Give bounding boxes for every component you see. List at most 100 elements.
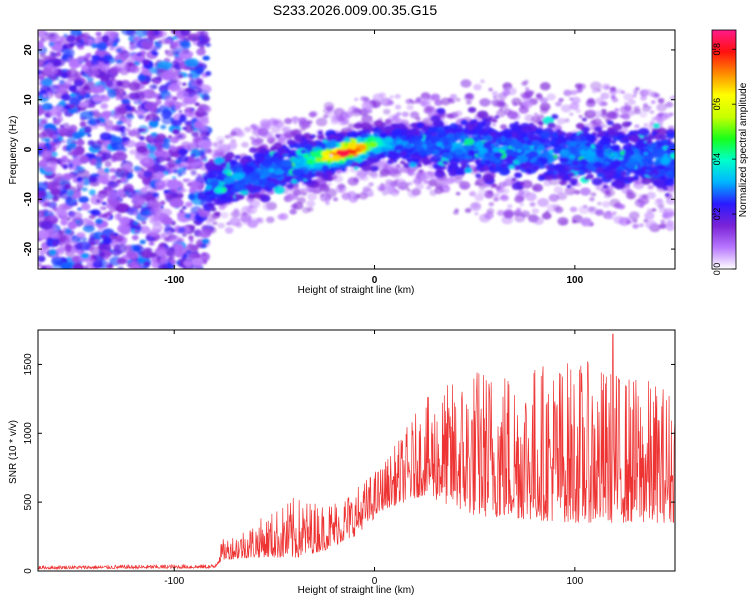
- spectrogram-cell: [140, 250, 153, 259]
- spectrogram-cell: [72, 237, 78, 242]
- spectrogram-cell: [537, 197, 549, 207]
- spectrogram-cell: [103, 54, 113, 61]
- spectrogram-cell: [399, 160, 406, 165]
- spectrogram-cell: [196, 107, 205, 114]
- spectrogram-cell: [146, 112, 159, 122]
- spectrogram-cell: [363, 137, 369, 141]
- spectrogram-cell: [174, 105, 181, 110]
- spectrogram-cell: [131, 127, 140, 134]
- spectrogram-cell: [656, 103, 668, 112]
- spectrogram-cell: [555, 101, 562, 107]
- spectrogram-cell: [154, 41, 159, 45]
- spectrogram-cell: [154, 142, 161, 148]
- spectrogram-cell: [469, 202, 482, 211]
- spectrogram-cell: [169, 170, 174, 174]
- spectrogram-cell: [193, 121, 203, 129]
- spectrogram-cell: [72, 262, 84, 269]
- spectrogram-cell: [208, 158, 215, 164]
- spectrogram-cell: [104, 125, 113, 132]
- spectrogram-cell: [266, 153, 272, 158]
- spectrogram-cell: [325, 141, 337, 150]
- spectrogram-cell: [416, 122, 425, 129]
- spectrogram-cell: [224, 227, 234, 234]
- snr-xlabel: Height of straight line (km): [298, 585, 415, 596]
- spectrogram-cell: [509, 122, 519, 130]
- spectrogram-cell: [566, 184, 572, 189]
- spectrogram-cell: [226, 221, 231, 226]
- spectrogram-cell: [267, 131, 274, 136]
- spectrogram-cell: [460, 79, 472, 88]
- spectrogram-cell: [569, 97, 574, 101]
- spectrogram-cell: [372, 132, 379, 136]
- spectrogram-cell: [160, 70, 175, 81]
- spectrogram-cell: [559, 157, 568, 163]
- spectrogram-cell: [67, 189, 75, 197]
- spectrogram-cell: [261, 171, 270, 178]
- spectrogram-cell: [335, 169, 342, 175]
- spectrogram-cell: [581, 117, 587, 122]
- spectrogram-cell: [101, 110, 113, 118]
- spectrogram-cell: [148, 66, 159, 74]
- spectrogram-cell: [90, 42, 99, 49]
- spectrogram-cell: [547, 153, 554, 158]
- spectrogram-ylabel: Frequency (Hz): [8, 116, 19, 185]
- spectrogram-cell: [99, 152, 112, 161]
- spectrogram-cell: [75, 165, 82, 172]
- spectrogram-cell: [82, 218, 90, 223]
- spectrogram-cell: [572, 160, 580, 166]
- spectrogram-cell: [590, 192, 597, 197]
- spectrogram-cell: [491, 122, 497, 127]
- spectrogram-cell: [412, 151, 420, 157]
- spectrogram-cell: [112, 151, 128, 162]
- spectrogram-cell: [249, 136, 255, 141]
- spectrogram-cell: [480, 79, 485, 84]
- spectrogram-cell: [78, 196, 89, 204]
- spectrogram-cell: [493, 193, 500, 198]
- spectrogram-cell: [300, 137, 307, 142]
- spectrogram-cell: [473, 83, 482, 91]
- colorbar-ticks: 0.00.20.40.60.8: [712, 43, 736, 275]
- spectrogram-cell: [269, 148, 276, 153]
- spectrogram-cell: [179, 208, 184, 213]
- spectrogram-cell: [209, 149, 219, 157]
- spectrogram-cell: [477, 189, 487, 196]
- spectrogram-cell: [113, 110, 120, 116]
- spectrogram-cell: [555, 139, 564, 145]
- spectrogram-cell: [606, 210, 612, 215]
- spectrogram-cell: [104, 167, 110, 173]
- spectrogram-cell: [516, 154, 528, 163]
- spectrogram-cell: [70, 151, 75, 155]
- spectrogram-cell: [442, 137, 450, 143]
- spectrogram-cell: [354, 97, 359, 101]
- spectrogram-cell: [571, 219, 577, 224]
- spectrogram-cell: [75, 220, 80, 224]
- spectrogram-cell: [262, 201, 274, 211]
- spectrogram-cell: [529, 202, 536, 207]
- spectrogram-cell: [125, 113, 135, 120]
- spectrogram-cell: [230, 131, 237, 137]
- spectrogram-cell: [200, 130, 211, 139]
- spectrogram-cell: [514, 195, 525, 204]
- spectrogram-cell: [619, 114, 624, 118]
- spectrogram-cell: [136, 52, 142, 57]
- spectrogram-cell: [44, 166, 55, 173]
- spectrogram-cell: [62, 44, 69, 50]
- spectrogram-cell: [560, 104, 572, 113]
- spectrogram-cell: [272, 156, 279, 162]
- spectrogram-cell: [362, 106, 373, 114]
- spectrogram-cell: [313, 150, 324, 158]
- spectrogram-cell: [610, 94, 616, 99]
- spectrogram-cell: [375, 138, 382, 143]
- spectrogram-cell: [49, 52, 58, 59]
- spectrogram-cell: [642, 160, 649, 165]
- spectrogram-cell: [608, 112, 619, 120]
- spectrogram-cell: [469, 191, 477, 197]
- spectrogram-cell: [576, 147, 582, 151]
- spectrogram-cell: [213, 186, 224, 194]
- spectrogram-cell: [267, 134, 274, 140]
- spectrogram-cell: [660, 219, 666, 224]
- spectrogram-cell: [447, 136, 457, 144]
- spectrogram-cell: [332, 197, 339, 202]
- spectrogram-cell: [149, 84, 158, 90]
- spectrogram-cell: [206, 218, 212, 223]
